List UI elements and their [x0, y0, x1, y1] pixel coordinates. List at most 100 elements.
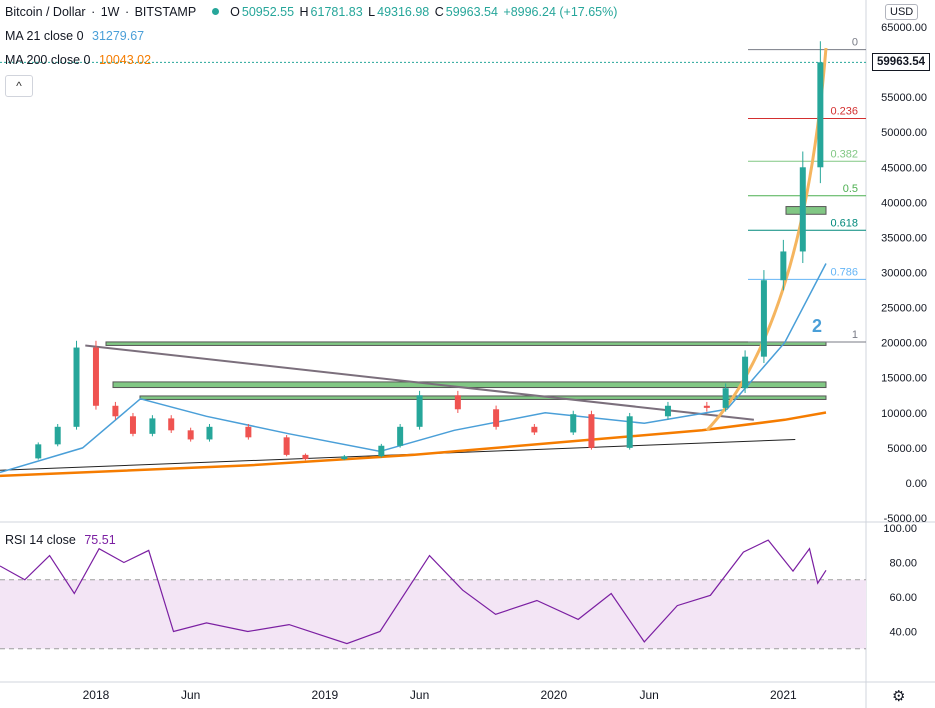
candle — [722, 383, 729, 412]
rsi-tick-label: 100.00 — [883, 523, 917, 535]
ma200-line — [0, 411, 827, 478]
candle-body — [780, 251, 787, 281]
time-tick-label: Jun — [181, 688, 200, 702]
price-tick-label: 10000.00 — [881, 408, 927, 420]
ma200-legend[interactable]: MA 200 close 0 10043.02 — [5, 53, 153, 67]
candle — [742, 350, 749, 393]
candle — [531, 424, 538, 435]
horizontal-zone — [112, 381, 827, 389]
rsi-line — [0, 539, 827, 645]
candle — [341, 454, 348, 461]
last-price-tag: 59963.54 — [872, 53, 930, 71]
candle-body — [283, 437, 290, 455]
candle — [626, 412, 633, 450]
price-tick-label: 25000.00 — [881, 303, 927, 315]
price-tick-label: 35000.00 — [881, 232, 927, 244]
ma200-label: MA 200 close 0 — [5, 53, 91, 67]
time-tick-label: Jun — [410, 688, 429, 702]
candle-body — [129, 416, 136, 434]
candle-body — [722, 388, 729, 408]
low-value: 49316.98 — [377, 5, 430, 19]
candle — [664, 401, 671, 420]
close-label: C — [434, 5, 444, 19]
candle — [570, 410, 577, 435]
change-value: +8996.24 (+17.65%) — [503, 5, 618, 19]
candle — [168, 415, 175, 433]
candle-body — [817, 62, 824, 168]
candle — [378, 443, 385, 458]
rsi-tick-label: 40.00 — [889, 627, 917, 639]
candle-body — [54, 426, 61, 445]
candle-body — [378, 445, 385, 457]
exchange-label: BITSTAMP — [134, 5, 197, 19]
collapse-legend-button[interactable]: ^ — [5, 75, 33, 97]
candle-body — [454, 395, 461, 410]
price-tick-label: 30000.00 — [881, 268, 927, 280]
wave-label: 2 — [812, 316, 822, 336]
time-tick-label: 2018 — [83, 688, 110, 702]
currency-badge[interactable]: USD — [885, 4, 919, 20]
price-tick-label: 15000.00 — [881, 373, 927, 385]
candle — [245, 424, 252, 440]
gear-icon[interactable]: ⚙ — [892, 688, 906, 705]
fib-level-label: 0.618 — [830, 217, 858, 229]
candle-body — [341, 456, 348, 460]
fib-level-label: 0 — [852, 37, 858, 49]
fib-level-label: 0.5 — [843, 183, 858, 195]
price-tick-label: -5000.00 — [884, 513, 927, 525]
candle-body — [245, 426, 252, 438]
interval-label[interactable]: 1W — [100, 5, 120, 19]
horizontal-zone — [785, 206, 827, 215]
time-tick-label: 2020 — [540, 688, 567, 702]
low-label: L — [368, 5, 376, 19]
candle-body — [302, 454, 309, 460]
ma21-line — [0, 263, 827, 474]
candle — [35, 442, 42, 460]
candle-body — [112, 405, 119, 417]
ma21-value: 31279.67 — [92, 29, 145, 43]
high-label: H — [299, 5, 309, 19]
rsi-tick-label: 60.00 — [889, 592, 917, 604]
candle — [149, 415, 156, 437]
candle — [112, 401, 119, 420]
candle — [780, 239, 787, 291]
candle-body — [168, 418, 175, 431]
candle-body — [493, 409, 500, 427]
candle — [703, 401, 710, 412]
candle — [187, 427, 194, 442]
chevron-up-icon: ^ — [16, 79, 22, 93]
fib-level-label: 1 — [852, 329, 858, 341]
symbol-name[interactable]: Bitcoin / Dollar — [5, 5, 86, 19]
candle — [302, 453, 309, 461]
open-label: O — [230, 5, 240, 19]
price-tick-label: 0.00 — [906, 478, 927, 490]
rsi-label: RSI 14 close — [5, 533, 76, 547]
fib-level-label: 0.236 — [830, 106, 858, 118]
close-value: 59963.54 — [445, 5, 498, 19]
rsi-tick-label: 80.00 — [889, 558, 917, 570]
rsi-band — [0, 579, 866, 649]
candle-body — [531, 426, 538, 433]
rsi-value: 75.51 — [84, 533, 116, 547]
candle — [760, 270, 767, 363]
ma21-legend[interactable]: MA 21 close 0 31279.67 — [5, 29, 146, 43]
candle — [54, 424, 61, 447]
candle-body — [703, 405, 710, 408]
candle — [283, 435, 290, 457]
candle-body — [206, 426, 213, 440]
candle — [397, 424, 404, 448]
candle-body — [742, 356, 749, 389]
candle-body — [664, 405, 671, 417]
ma21-label: MA 21 close 0 — [5, 29, 84, 43]
market-status-dot-icon — [211, 8, 219, 15]
price-tick-label: 65000.00 — [881, 22, 927, 34]
candle — [454, 390, 461, 413]
time-tick-label: 2019 — [312, 688, 339, 702]
candle-body — [760, 280, 767, 357]
candle — [817, 41, 824, 184]
price-tick-label: 50000.00 — [881, 127, 927, 139]
price-tick-label: 45000.00 — [881, 162, 927, 174]
rsi-legend[interactable]: RSI 14 close 75.51 — [5, 533, 118, 547]
